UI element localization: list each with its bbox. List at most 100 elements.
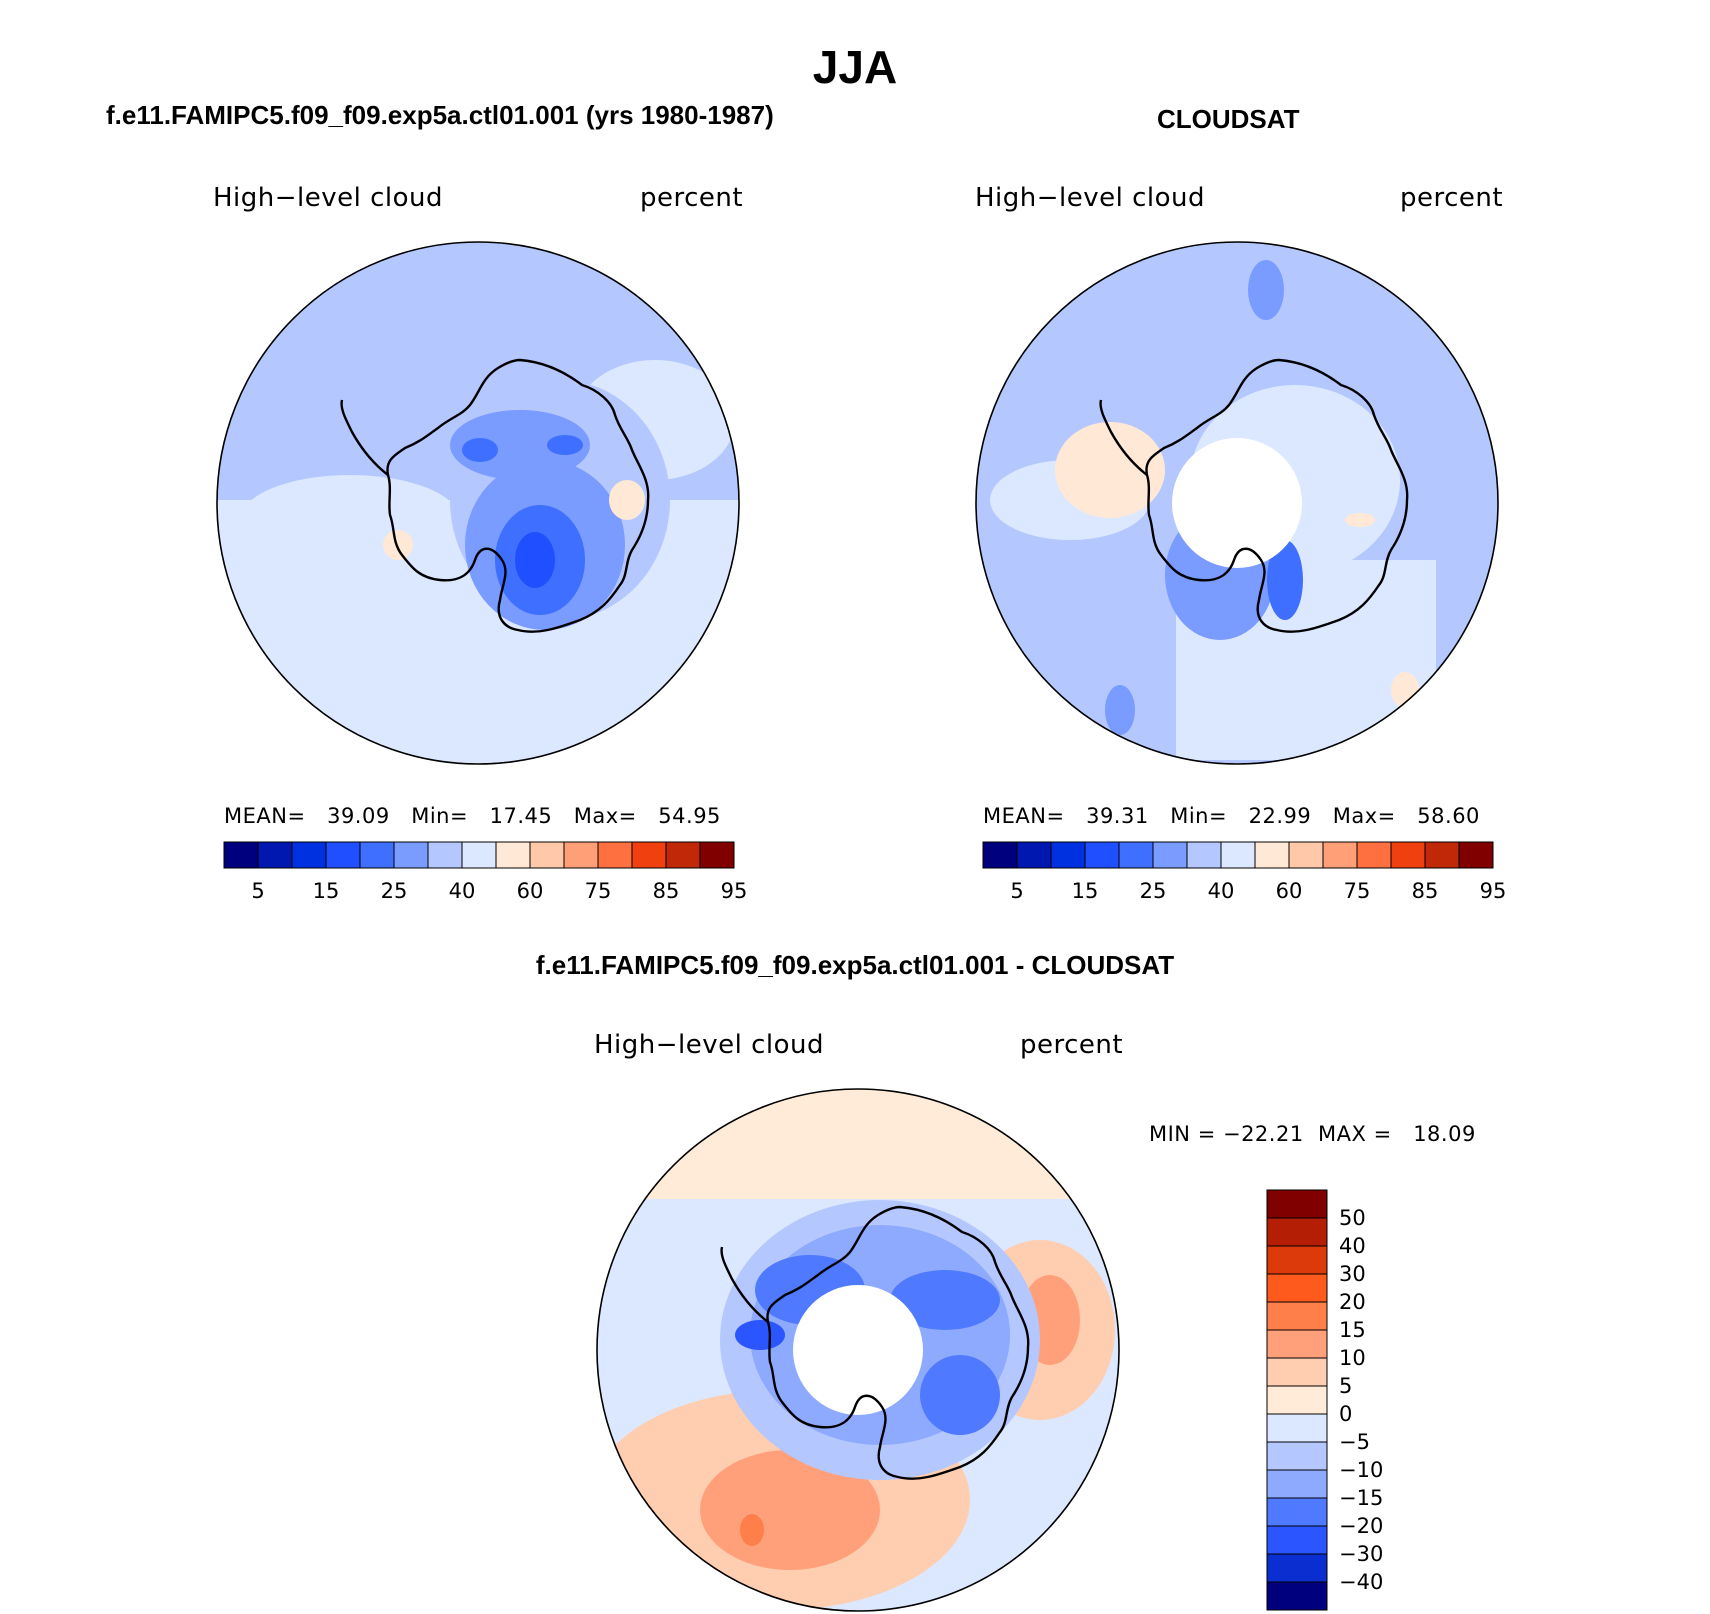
colorbar-swatch: [1050, 841, 1086, 869]
colorbar-swatch: [393, 841, 429, 869]
colorbar-swatch: [461, 841, 497, 869]
colorbar-tick-label: 10: [1339, 1346, 1366, 1370]
colorbar-swatch: [1356, 841, 1392, 869]
obs-field-patch: [1345, 513, 1375, 527]
model-variable-label: High−level cloud: [213, 183, 444, 213]
colorbar-swatch: [1220, 841, 1256, 869]
colorbar-swatch: [1254, 841, 1290, 869]
colorbar-swatch: [291, 841, 327, 869]
obs-field-patch: [1248, 260, 1284, 320]
diff-variable-label: High−level cloud: [594, 1030, 825, 1060]
colorbar-swatch: [1266, 1329, 1328, 1359]
colorbar-tick-label: 30: [1339, 1262, 1366, 1286]
colorbar-tick-label: 40: [1208, 879, 1235, 903]
model-field-patch: [450, 410, 590, 480]
colorbar-swatch: [1266, 1301, 1328, 1331]
model-colorbar: 5 15 25 40 60 75 85 95: [223, 841, 748, 903]
model-field-patch: [383, 530, 413, 560]
colorbar-tick-label: 20: [1339, 1290, 1366, 1314]
model-case-title: f.e11.FAMIPC5.f09_f09.exp5a.ctl01.001 (y…: [106, 100, 774, 130]
colorbar-swatch: [1266, 1413, 1328, 1443]
colorbar-tick-label: −40: [1339, 1570, 1383, 1594]
obs-map: [975, 241, 1499, 765]
colorbar-tick-label: 40: [449, 879, 476, 903]
colorbar-swatch: [1288, 841, 1324, 869]
obs-missing-data-hole: [1172, 438, 1302, 568]
colorbar-tick-label: 75: [1344, 879, 1371, 903]
colorbar-tick-label: 0: [1339, 1402, 1352, 1426]
colorbar-swatch: [1084, 841, 1120, 869]
colorbar-swatch: [1266, 1525, 1328, 1555]
colorbar-swatch: [1266, 1441, 1328, 1471]
obs-field-patch: [1267, 540, 1303, 620]
colorbar-swatch: [1152, 841, 1188, 869]
colorbar-tick-label: 85: [1412, 879, 1439, 903]
colorbar-swatch: [325, 841, 361, 869]
obs-field-patch: [1105, 685, 1135, 735]
model-map-border: [216, 241, 740, 765]
colorbar-tick-label: 15: [1339, 1318, 1366, 1342]
colorbar-swatch: [1458, 841, 1494, 869]
obs-case-title: CLOUDSAT: [1157, 104, 1300, 134]
diff-field-patch: [735, 1320, 785, 1350]
colorbar-swatch: [1266, 1497, 1328, 1527]
colorbar-swatch: [1322, 841, 1358, 869]
colorbar-tick-label: 25: [1140, 879, 1167, 903]
colorbar-tick-label: 60: [1276, 879, 1303, 903]
obs-colorbar: 5 15 25 40 60 75 85 95: [982, 841, 1507, 903]
obs-map-border: [975, 241, 1499, 765]
colorbar-swatch: [597, 841, 633, 869]
diff-field-patch: [920, 1355, 1000, 1435]
colorbar-swatch: [359, 841, 395, 869]
diff-units-label: percent: [1020, 1030, 1124, 1060]
colorbar-tick-label: 5: [1010, 879, 1023, 903]
model-field-patch: [240, 475, 460, 565]
colorbar-swatch: [665, 841, 701, 869]
diff-missing-data-hole: [793, 1285, 923, 1415]
colorbar-tick-label: 85: [653, 879, 680, 903]
colorbar-tick-label: 5: [1339, 1374, 1352, 1398]
model-map: [216, 241, 740, 765]
colorbar-swatch: [1266, 1553, 1328, 1583]
colorbar-tick-label: 50: [1339, 1206, 1366, 1230]
colorbar-swatch: [631, 841, 667, 869]
colorbar-tick-label: −20: [1339, 1514, 1383, 1538]
colorbar-tick-label: 95: [721, 879, 748, 903]
model-units-label: percent: [640, 183, 744, 213]
colorbar-swatch: [1266, 1469, 1328, 1499]
obs-field-patch: [1055, 422, 1165, 518]
diff-map: [596, 1088, 1120, 1612]
model-stats: MEAN= 39.09 Min= 17.45 Max= 54.95: [224, 804, 721, 828]
colorbar-swatch: [1266, 1217, 1328, 1247]
colorbar-swatch: [1390, 841, 1426, 869]
colorbar-tick-label: 95: [1480, 879, 1507, 903]
colorbar-swatch: [1016, 841, 1052, 869]
colorbar-swatch: [1424, 841, 1460, 869]
diff-case-title: f.e11.FAMIPC5.f09_f09.exp5a.ctl01.001 - …: [535, 950, 1175, 980]
colorbar-swatch: [1118, 841, 1154, 869]
colorbar-tick-label: 15: [1072, 879, 1099, 903]
colorbar-swatch: [529, 841, 565, 869]
colorbar-swatch: [1266, 1189, 1328, 1219]
colorbar-swatch: [1266, 1385, 1328, 1415]
colorbar-tick-label: 60: [517, 879, 544, 903]
diff-field-patch: [597, 1089, 1119, 1199]
obs-units-label: percent: [1400, 183, 1504, 213]
colorbar-swatch: [495, 841, 531, 869]
colorbar-tick-label: 15: [313, 879, 340, 903]
colorbar-tick-label: 75: [585, 879, 612, 903]
model-field-patch: [609, 480, 645, 520]
obs-stats: MEAN= 39.31 Min= 22.99 Max= 58.60: [983, 804, 1480, 828]
colorbar-tick-label: 40: [1339, 1234, 1366, 1258]
colorbar-swatch: [1186, 841, 1222, 869]
page-title: JJA: [812, 41, 898, 93]
colorbar-swatch: [1266, 1245, 1328, 1275]
model-field-patch: [462, 438, 498, 462]
colorbar-tick-label: 5: [251, 879, 264, 903]
colorbar-swatch: [427, 841, 463, 869]
colorbar-tick-label: −15: [1339, 1486, 1383, 1510]
diff-field-patch: [740, 1514, 764, 1546]
colorbar-swatch: [563, 841, 599, 869]
colorbar-swatch: [1266, 1357, 1328, 1387]
